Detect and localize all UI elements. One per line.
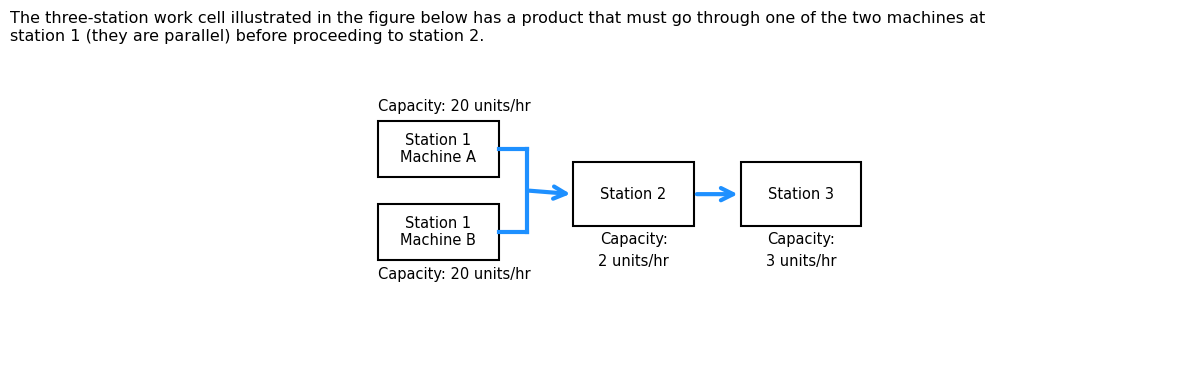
- FancyBboxPatch shape: [574, 162, 694, 226]
- Text: Station 1
Machine B: Station 1 Machine B: [401, 216, 476, 248]
- Text: Station 1
Machine A: Station 1 Machine A: [401, 133, 476, 165]
- Text: Station 2: Station 2: [600, 187, 667, 202]
- FancyBboxPatch shape: [378, 121, 499, 177]
- FancyBboxPatch shape: [740, 162, 862, 226]
- FancyBboxPatch shape: [378, 204, 499, 260]
- Text: The three-station work cell illustrated in the figure below has a product that m: The three-station work cell illustrated …: [10, 11, 985, 44]
- Text: Capacity: 20 units/hr: Capacity: 20 units/hr: [378, 99, 530, 114]
- Text: Capacity:
2 units/hr: Capacity: 2 units/hr: [599, 232, 668, 269]
- Text: Capacity:
3 units/hr: Capacity: 3 units/hr: [766, 232, 836, 269]
- Text: Capacity: 20 units/hr: Capacity: 20 units/hr: [378, 267, 530, 282]
- Text: Station 3: Station 3: [768, 187, 834, 202]
